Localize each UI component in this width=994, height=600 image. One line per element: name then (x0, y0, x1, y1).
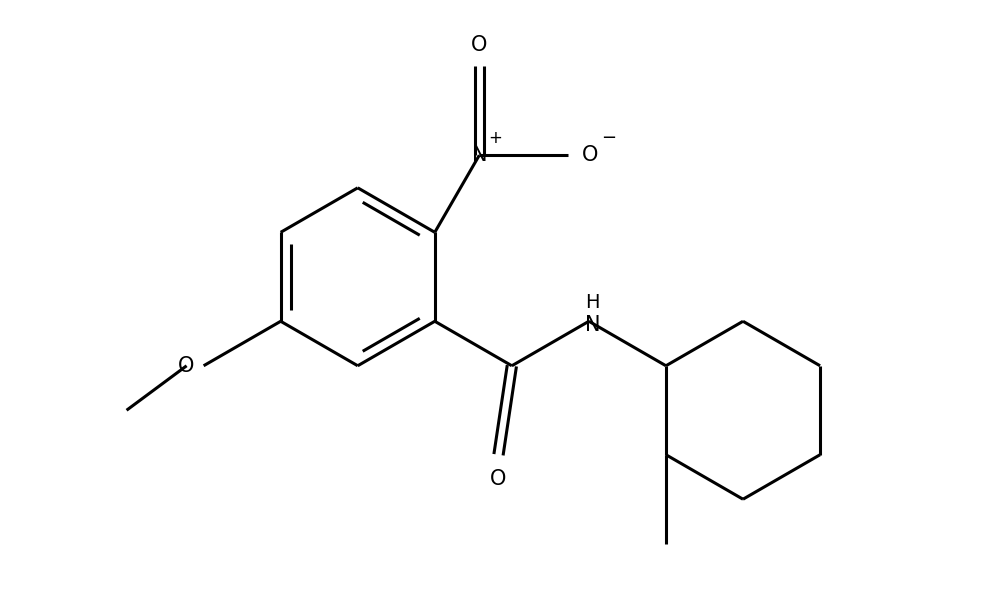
Text: −: − (601, 129, 616, 147)
Text: H: H (585, 293, 600, 312)
Text: O: O (471, 35, 487, 55)
Text: O: O (178, 356, 195, 376)
Text: N: N (585, 315, 600, 335)
Text: O: O (490, 469, 507, 488)
Text: +: + (488, 129, 502, 147)
Text: N: N (471, 145, 487, 165)
Text: O: O (582, 145, 598, 165)
